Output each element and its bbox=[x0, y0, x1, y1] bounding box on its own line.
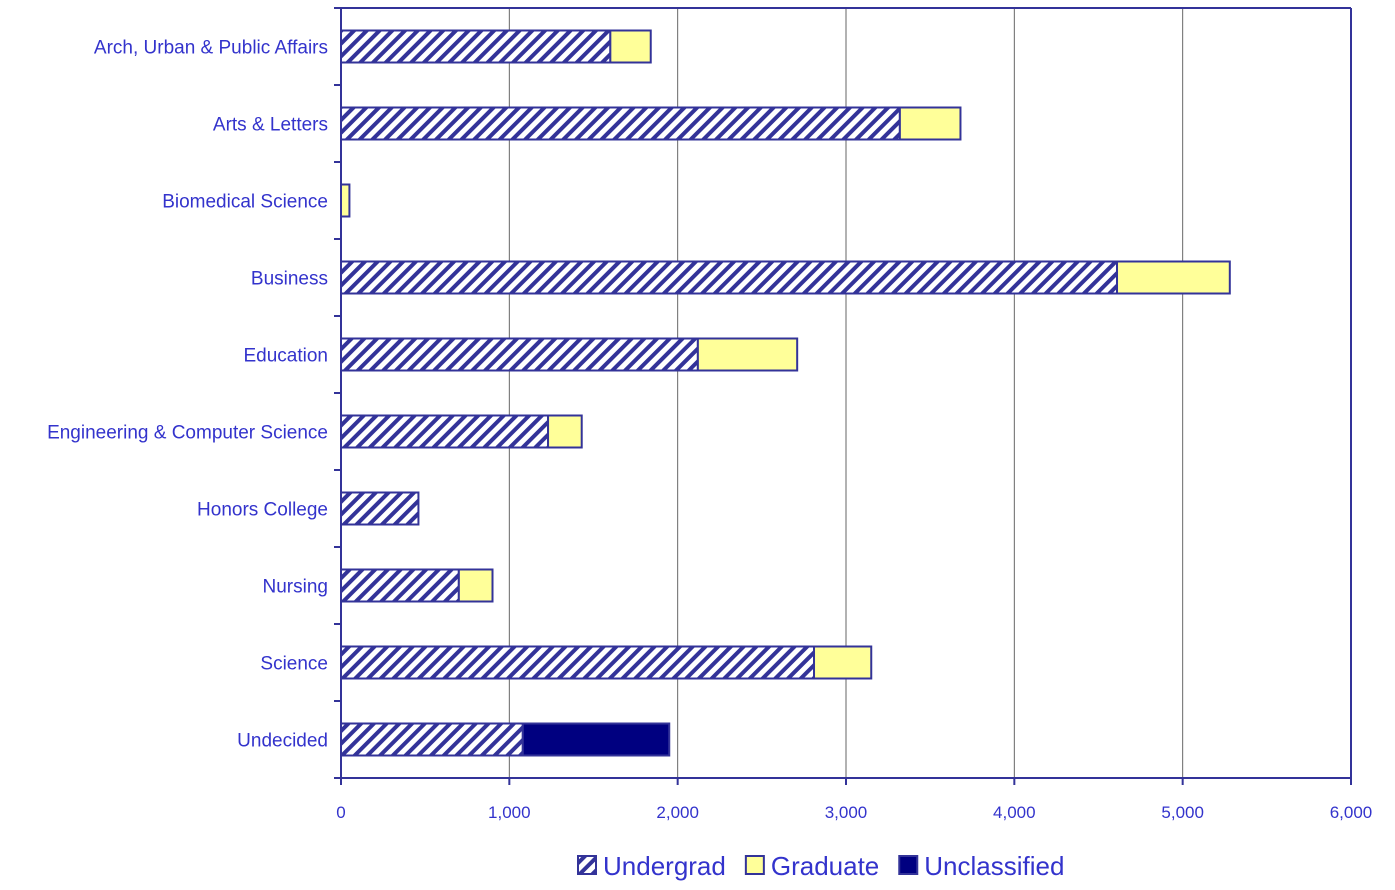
bar-unclassified-9 bbox=[521, 722, 671, 757]
bar-graduate-8 bbox=[813, 645, 873, 680]
legend-label-undergrad: Undergrad bbox=[603, 851, 726, 881]
bar-undergrad-6 bbox=[340, 491, 420, 526]
labels: 0 1,000 2,000 3,000 4,000 5,000 6,000 Arch, Urb… bbox=[47, 38, 1372, 823]
bar-undergrad-3 bbox=[340, 260, 1119, 295]
category-label-1: Arts & Letters bbox=[213, 115, 328, 136]
category-label-2: Biomedical Science bbox=[162, 192, 328, 213]
bar-graduate-3 bbox=[1116, 260, 1231, 295]
category-label-7: Nursing bbox=[263, 577, 328, 598]
bar-graduate-4 bbox=[696, 337, 799, 372]
bar-graduate-0 bbox=[609, 29, 652, 64]
x-tick-label-5000: 5,000 bbox=[1161, 803, 1204, 822]
x-tick-label-3000: 3,000 bbox=[825, 803, 868, 822]
legend-swatch-unclassified bbox=[898, 855, 919, 875]
bar-undergrad-8 bbox=[340, 645, 816, 680]
x-tick-label-6000: 6,000 bbox=[1330, 803, 1373, 822]
axes bbox=[334, 7, 1352, 785]
x-tick-label-4000: 4,000 bbox=[993, 803, 1036, 822]
legend-label-unclassified: Unclassified bbox=[924, 851, 1064, 881]
x-tick-label-2000: 2,000 bbox=[656, 803, 699, 822]
bar-undergrad-9 bbox=[340, 722, 524, 757]
x-tick-label-1000: 1,000 bbox=[488, 803, 531, 822]
legend-swatch-undergrad bbox=[577, 855, 597, 875]
bar-undergrad-0 bbox=[340, 29, 612, 64]
bar-undergrad-7 bbox=[340, 568, 460, 603]
bar-graduate-7 bbox=[457, 568, 494, 603]
bar-graduate-5 bbox=[547, 414, 583, 449]
category-label-8: Science bbox=[260, 654, 328, 675]
category-label-6: Honors College bbox=[197, 500, 328, 521]
category-label-4: Education bbox=[243, 346, 328, 367]
bars bbox=[340, 29, 1231, 757]
category-label-5: Engineering & Computer Science bbox=[47, 423, 328, 444]
category-label-0: Arch, Urban & Public Affairs bbox=[94, 38, 328, 59]
legend-label-graduate: Graduate bbox=[771, 851, 879, 881]
legend-swatch-graduate bbox=[744, 855, 765, 875]
bar-undergrad-5 bbox=[340, 414, 550, 449]
bar-graduate-1 bbox=[898, 106, 962, 141]
category-label-3: Business bbox=[251, 269, 328, 290]
x-tick-label-0: 0 bbox=[336, 803, 345, 822]
legend: Undergrad Graduate Unclassified bbox=[577, 851, 1064, 881]
bar-undergrad-1 bbox=[340, 106, 901, 141]
bar-graduate-2 bbox=[340, 183, 351, 218]
bar-undergrad-4 bbox=[340, 337, 699, 372]
category-label-9: Undecided bbox=[237, 731, 328, 752]
